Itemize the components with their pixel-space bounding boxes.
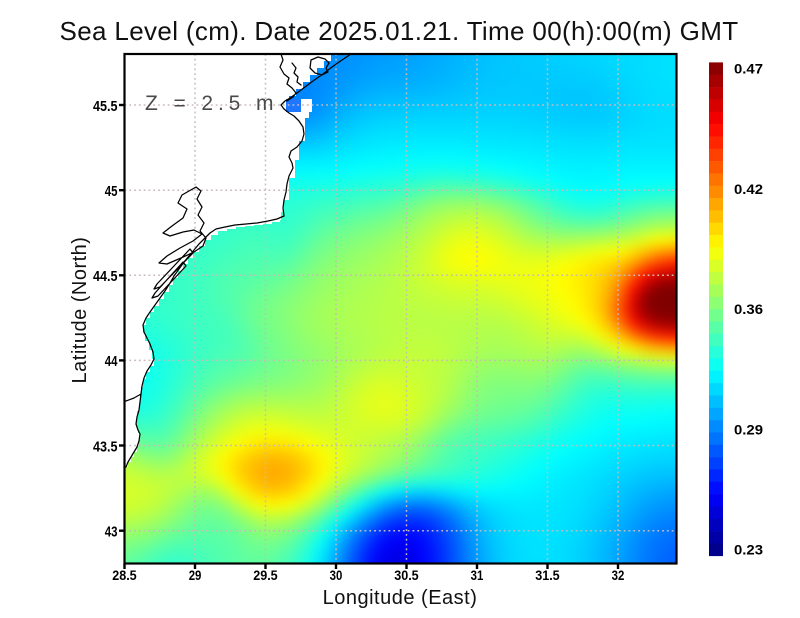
svg-text:0.36: 0.36 (734, 301, 763, 317)
svg-text:29: 29 (189, 567, 202, 583)
svg-text:0.42: 0.42 (734, 181, 763, 197)
svg-text:30.5: 30.5 (394, 567, 419, 583)
svg-text:30: 30 (330, 567, 343, 583)
svg-text:43: 43 (105, 524, 118, 541)
svg-text:Z = 2.5 m: Z = 2.5 m (145, 92, 278, 115)
svg-text:32: 32 (612, 567, 625, 583)
svg-text:Latitude (North): Latitude (North) (69, 237, 91, 384)
svg-text:45.5: 45.5 (93, 98, 118, 115)
svg-text:29.5: 29.5 (253, 567, 278, 583)
svg-text:Longitude (East): Longitude (East) (323, 587, 478, 609)
svg-text:28.5: 28.5 (112, 567, 137, 583)
svg-text:45: 45 (105, 183, 118, 200)
svg-text:44.5: 44.5 (93, 268, 118, 285)
svg-text:31.5: 31.5 (535, 567, 560, 583)
svg-text:Sea Level (cm). Date 2025.01.2: Sea Level (cm). Date 2025.01.21. Time 00… (60, 16, 739, 46)
svg-text:0.23: 0.23 (734, 542, 763, 558)
svg-text:31: 31 (471, 567, 484, 583)
svg-text:0.29: 0.29 (734, 421, 763, 437)
svg-text:0.47: 0.47 (734, 61, 763, 77)
svg-text:44: 44 (105, 353, 118, 370)
svg-text:43.5: 43.5 (93, 438, 118, 455)
